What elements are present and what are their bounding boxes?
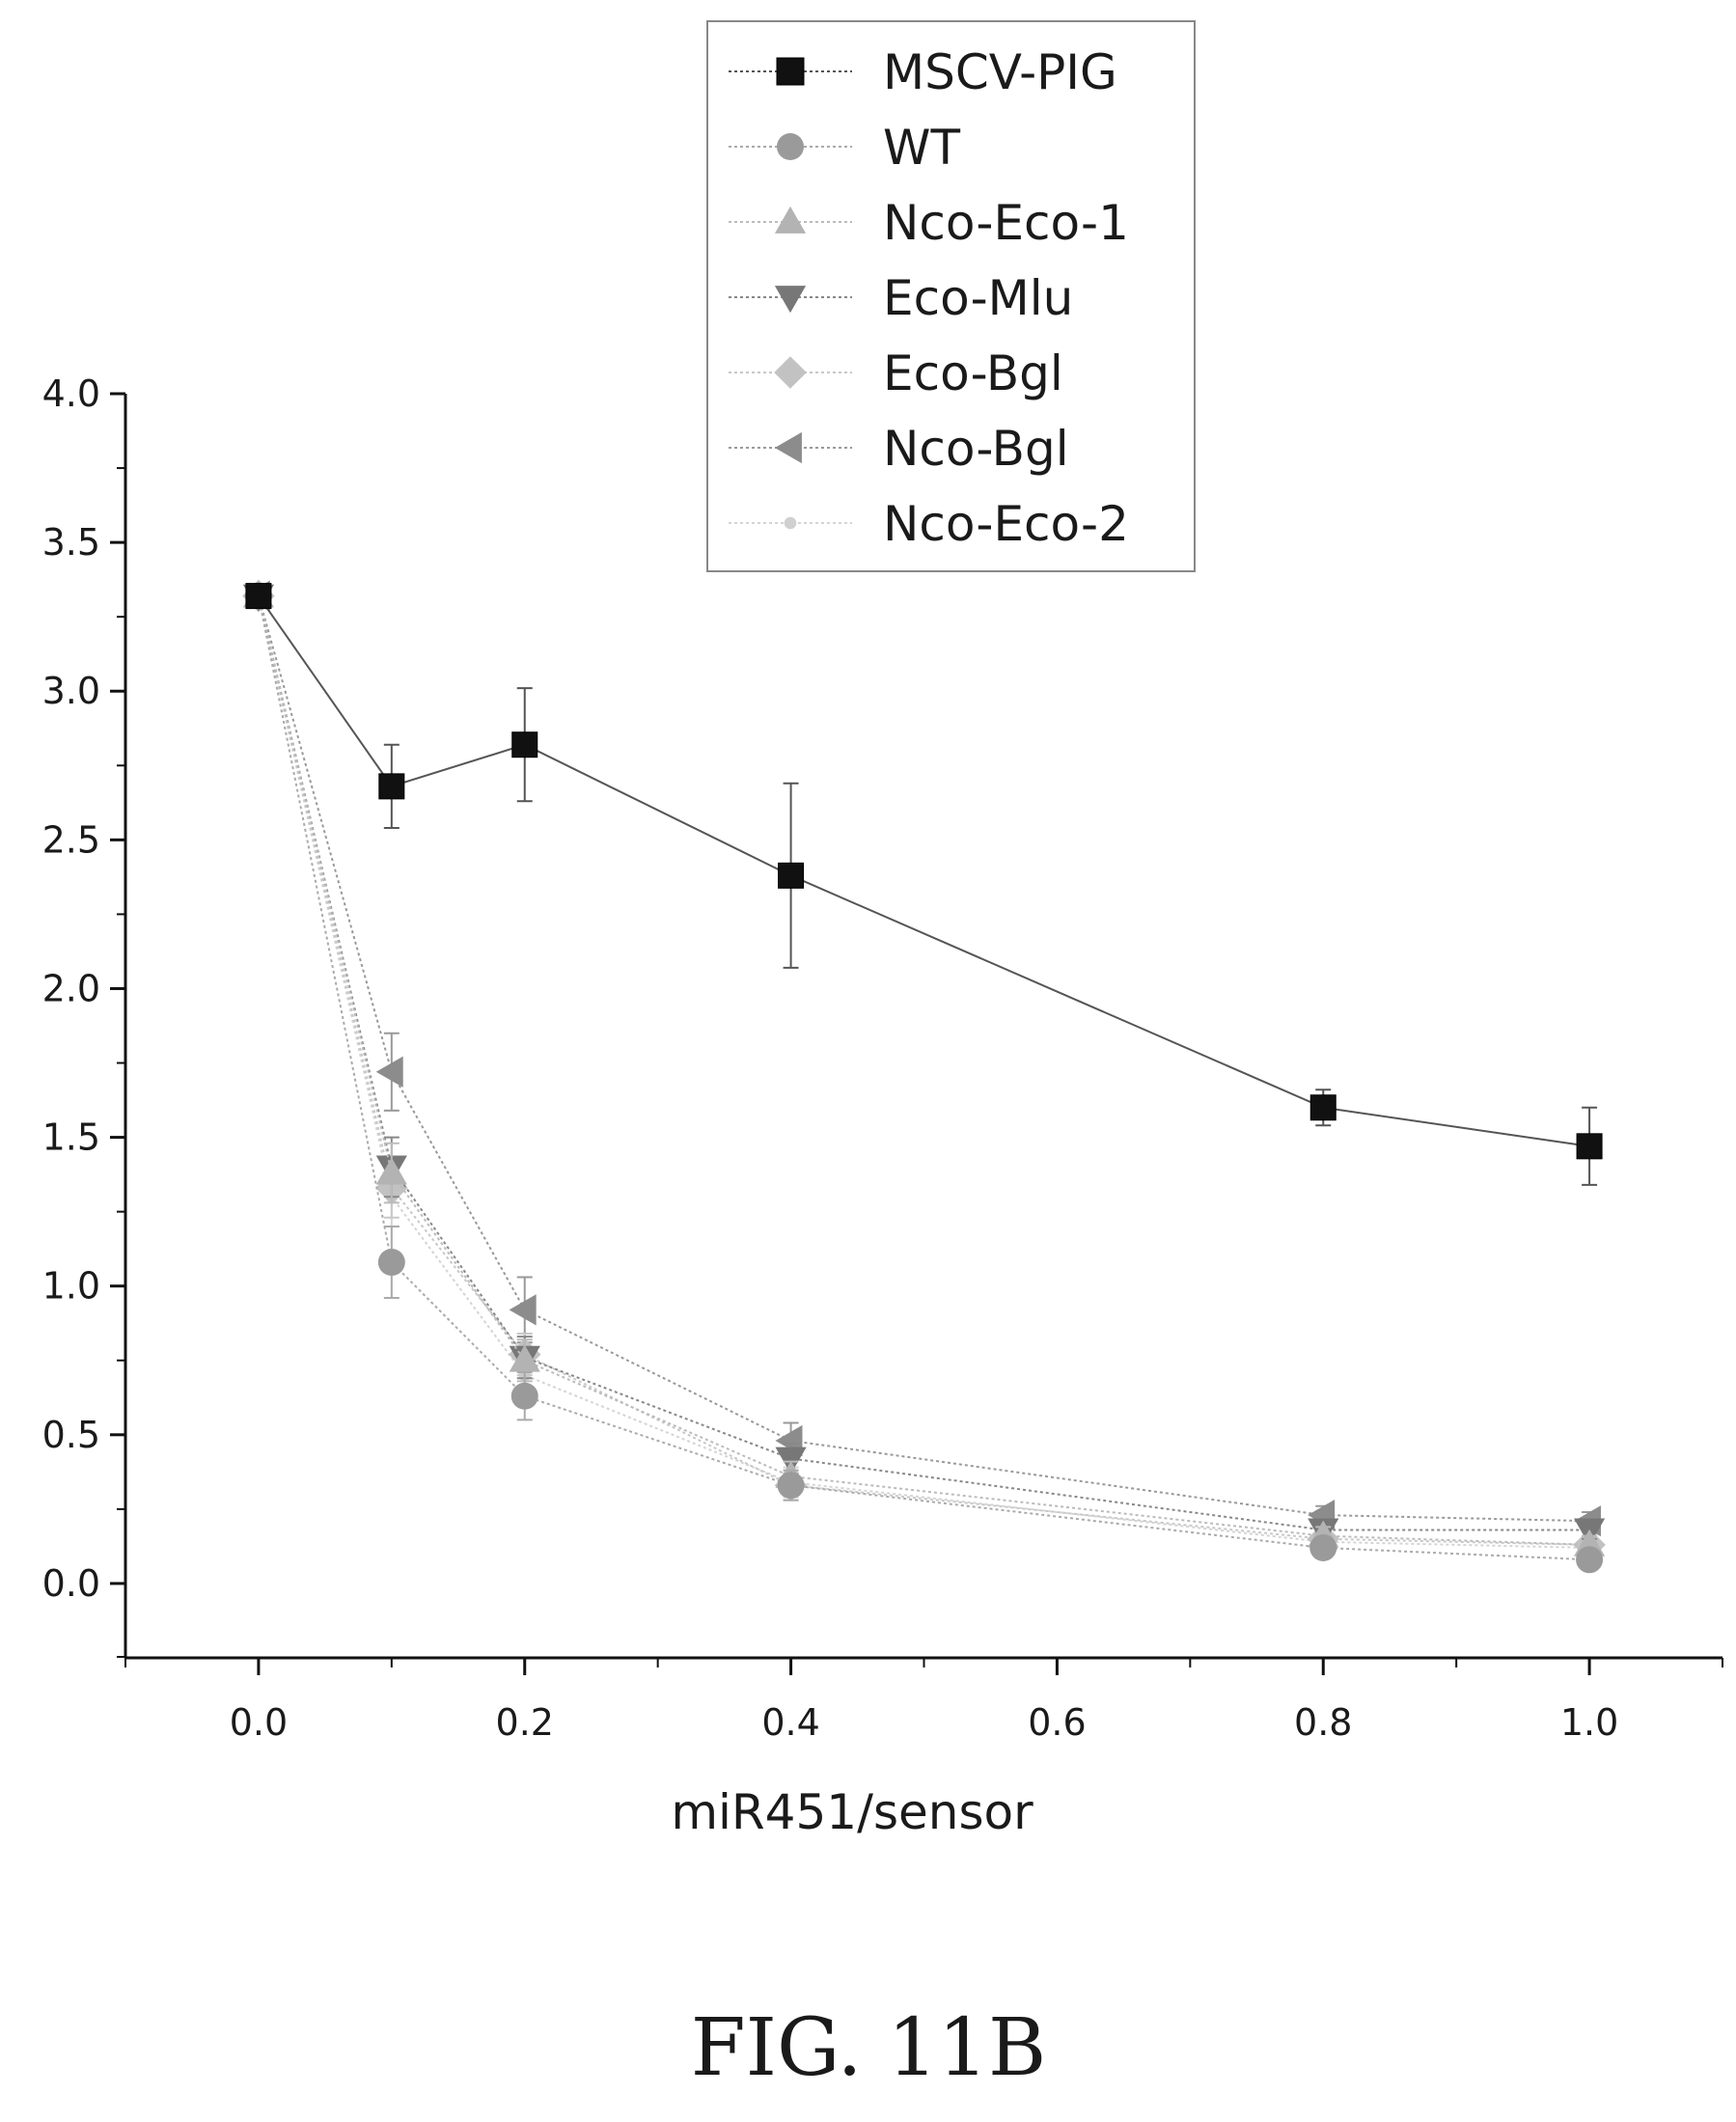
x-tick-label: 0.6 (1028, 1701, 1086, 1744)
series-eco-mlu (242, 584, 1606, 1546)
series-mscv-pig (245, 583, 1603, 1186)
data-point (776, 57, 805, 86)
x-tick-label: 1.0 (1560, 1701, 1618, 1744)
legend-label: MSCV-PIG (883, 44, 1117, 100)
data-point (774, 286, 807, 314)
data-point (509, 1344, 540, 1372)
data-point (510, 1382, 538, 1410)
legend-item: Eco-Bgl (729, 345, 1063, 401)
series-line (257, 595, 1590, 1546)
legend-item: Nco-Bgl (729, 421, 1069, 477)
data-point (1309, 1533, 1337, 1561)
x-tick-label: 0.2 (496, 1701, 554, 1744)
data-point (778, 862, 805, 889)
series-eco-bgl (242, 579, 1606, 1561)
data-point (375, 1157, 407, 1185)
data-point (777, 133, 804, 160)
plot-series (242, 579, 1606, 1574)
legend-item: MSCV-PIG (729, 44, 1117, 100)
axes: 0.0 0.5 1.0 1.5 2.0 2.5 3.0 3.5 4.0 0.0 0.2 0.4 0.6 0… (42, 372, 1723, 1744)
y-tick-label: 1.5 (42, 1116, 100, 1159)
legend: MSCV-PIG WT Nco-Eco-1 Eco-Mlu Eco-Bgl Nco-Bgl… (706, 20, 1196, 572)
legend-item: Nco-Eco-1 (729, 195, 1129, 251)
legend-item: Eco-Mlu (729, 270, 1073, 326)
series-wt (244, 582, 1604, 1574)
legend-label: Nco-Eco-1 (883, 195, 1129, 251)
x-tick-label: 0.4 (761, 1701, 819, 1744)
y-tick-label: 0.0 (42, 1562, 100, 1605)
legend-item: Nco-Eco-2 (729, 496, 1129, 552)
data-point (377, 1249, 405, 1277)
series-line (257, 595, 1590, 1523)
series-line (257, 595, 1590, 1549)
y-tick-label: 2.5 (42, 818, 100, 861)
data-point (1309, 1094, 1336, 1121)
legend-label: Eco-Mlu (883, 270, 1073, 326)
data-point (774, 206, 807, 234)
series-line (257, 595, 1590, 1531)
legend-label: Nco-Eco-2 (883, 496, 1129, 552)
series-nco-bgl (242, 580, 1601, 1537)
series-line (257, 595, 1590, 1546)
x-tick-label: 0.8 (1294, 1701, 1352, 1744)
data-point (511, 731, 538, 758)
data-point (774, 431, 802, 464)
y-tick-label: 4.0 (42, 372, 100, 415)
x-axis-title: miR451/sensor (671, 1784, 1033, 1840)
y-tick-label: 3.5 (42, 521, 100, 564)
data-point (774, 356, 807, 389)
y-tick-label: 2.0 (42, 967, 100, 1009)
data-point (509, 1294, 537, 1326)
figure-caption: FIG. 11B (691, 2002, 1047, 2094)
legend-label: Nco-Bgl (883, 421, 1069, 477)
y-tick-label: 0.5 (42, 1414, 100, 1456)
data-point (245, 583, 272, 610)
data-point (784, 516, 797, 530)
series-line (258, 595, 1590, 1147)
y-tick-label: 3.0 (42, 670, 100, 712)
legend-item: WT (729, 120, 960, 176)
y-tick-label: 1.0 (42, 1265, 100, 1308)
data-point (375, 1056, 403, 1088)
series-line (257, 595, 1590, 1561)
data-point (1576, 1546, 1604, 1574)
legend-label: WT (883, 120, 960, 176)
data-point (777, 1472, 805, 1500)
data-point (1576, 1133, 1603, 1160)
legend-label: Eco-Bgl (883, 345, 1063, 401)
series-nco-eco-1 (242, 580, 1606, 1557)
data-point (378, 773, 405, 800)
legend-box (706, 20, 1196, 572)
series-nco-eco-2 (252, 590, 1598, 1558)
x-tick-label: 0.0 (230, 1701, 288, 1744)
